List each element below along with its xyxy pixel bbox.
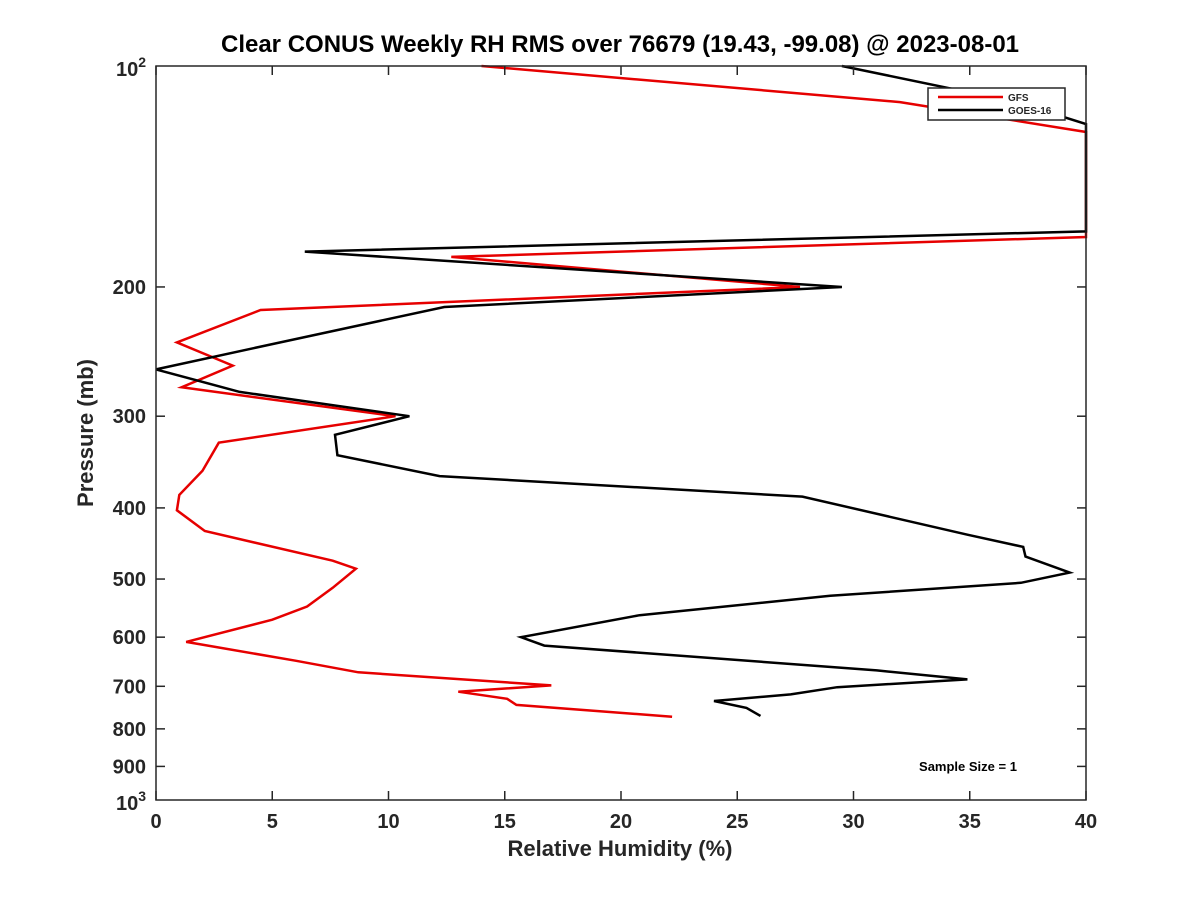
legend-box: [927, 87, 1066, 121]
y-tick-label: 700: [113, 676, 146, 698]
legend-label-gfs: GFS: [1008, 93, 1029, 104]
series-line-goes16: [155, 64, 1088, 717]
series-line-gfs: [173, 64, 1088, 718]
series-layer: [155, 64, 1088, 718]
y-tick-label: 500: [113, 569, 146, 591]
y-tick-label: 200: [113, 277, 146, 299]
plot-area: [155, 64, 1088, 801]
chart-title: Clear CONUS Weekly RH RMS over 76679 (19…: [221, 31, 1019, 58]
sample-size-annotation: Sample Size = 1: [919, 759, 1017, 774]
x-tick-label: 35: [959, 811, 981, 833]
legend-label-goes16: GOES-16: [1008, 106, 1052, 117]
y-tick-label: 800: [113, 719, 146, 741]
plot-frame: [155, 65, 1087, 801]
y-tick-label-top: 102: [116, 54, 146, 81]
legend: GFS GOES-16: [927, 87, 1066, 121]
y-axis: 200 300 400 500 600 700 800 900 102 103: [113, 54, 1086, 815]
x-tick-label: 30: [842, 811, 864, 833]
x-tick-label: 5: [267, 811, 278, 833]
y-tick-label: 400: [113, 498, 146, 520]
y-tick-label: 900: [113, 756, 146, 778]
y-tick-label-bottom: 103: [116, 788, 146, 815]
x-tick-label: 15: [494, 811, 516, 833]
x-tick-label: 20: [610, 811, 632, 833]
y-axis-label: Pressure (mb): [73, 359, 98, 507]
x-axis: 0 5 10 15 20 25 30 35 40: [150, 66, 1097, 833]
x-tick-label: 0: [150, 811, 161, 833]
x-tick-label: 40: [1075, 811, 1097, 833]
x-tick-label: 25: [726, 811, 748, 833]
y-tick-label: 600: [113, 627, 146, 649]
y-tick-label: 300: [113, 406, 146, 428]
x-tick-label: 10: [377, 811, 399, 833]
x-axis-label: Relative Humidity (%): [508, 836, 733, 861]
